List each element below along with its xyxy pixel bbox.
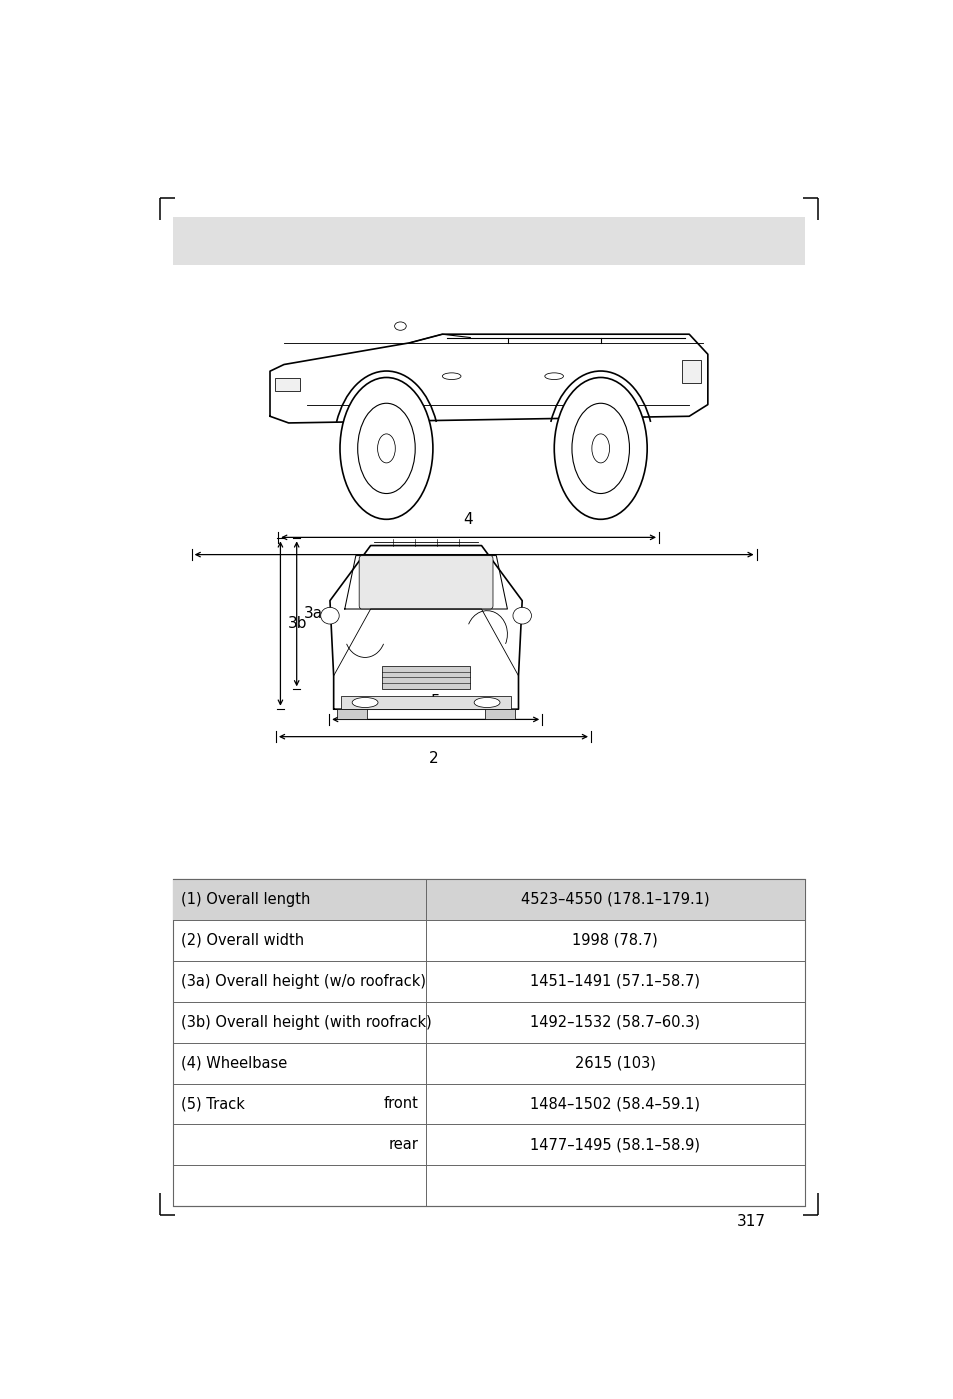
Text: (4) Wheelbase: (4) Wheelbase [180,1056,287,1070]
Ellipse shape [572,403,629,494]
Text: front: front [383,1097,418,1111]
Ellipse shape [554,378,646,519]
Ellipse shape [442,374,460,379]
Text: 3a: 3a [304,606,323,621]
Bar [681,360,700,383]
Text: 1998 (78.7): 1998 (78.7) [572,933,658,947]
Text: 3b: 3b [288,616,307,631]
Bar [173,879,803,1206]
Text: 317: 317 [736,1214,765,1228]
Text: 5: 5 [431,694,440,709]
Text: 1451–1491 (57.1–58.7): 1451–1491 (57.1–58.7) [530,974,700,989]
Bar [173,879,803,919]
Ellipse shape [544,374,563,379]
Ellipse shape [395,322,406,330]
Ellipse shape [474,698,499,708]
Bar [341,695,511,709]
Bar [173,217,803,264]
Text: (2) Overall width: (2) Overall width [180,933,303,947]
Text: 4523–4550 (178.1–179.1): 4523–4550 (178.1–179.1) [520,891,709,907]
Bar [274,378,300,392]
Text: 2: 2 [428,751,437,765]
Bar [381,666,470,690]
Text: rear: rear [389,1137,418,1153]
Bar [337,709,367,719]
Text: 2615 (103): 2615 (103) [575,1056,655,1070]
Text: 1484–1502 (58.4–59.1): 1484–1502 (58.4–59.1) [530,1097,700,1111]
Text: 4: 4 [463,512,473,526]
Text: (1) Overall length: (1) Overall length [180,891,310,907]
Bar [485,709,515,719]
Text: (3a) Overall height (w/o roofrack): (3a) Overall height (w/o roofrack) [180,974,425,989]
FancyBboxPatch shape [358,555,493,609]
Text: 1: 1 [469,568,478,583]
Ellipse shape [591,434,609,463]
Text: 1492–1532 (58.7–60.3): 1492–1532 (58.7–60.3) [530,1014,700,1030]
Ellipse shape [339,378,433,519]
Ellipse shape [357,403,415,494]
Text: 1477–1495 (58.1–58.9): 1477–1495 (58.1–58.9) [530,1137,700,1153]
Ellipse shape [513,607,531,624]
Ellipse shape [320,607,339,624]
Text: (3b) Overall height (with roofrack): (3b) Overall height (with roofrack) [180,1014,431,1030]
Ellipse shape [352,698,377,708]
Text: (5) Track: (5) Track [180,1097,244,1111]
Ellipse shape [377,434,395,463]
